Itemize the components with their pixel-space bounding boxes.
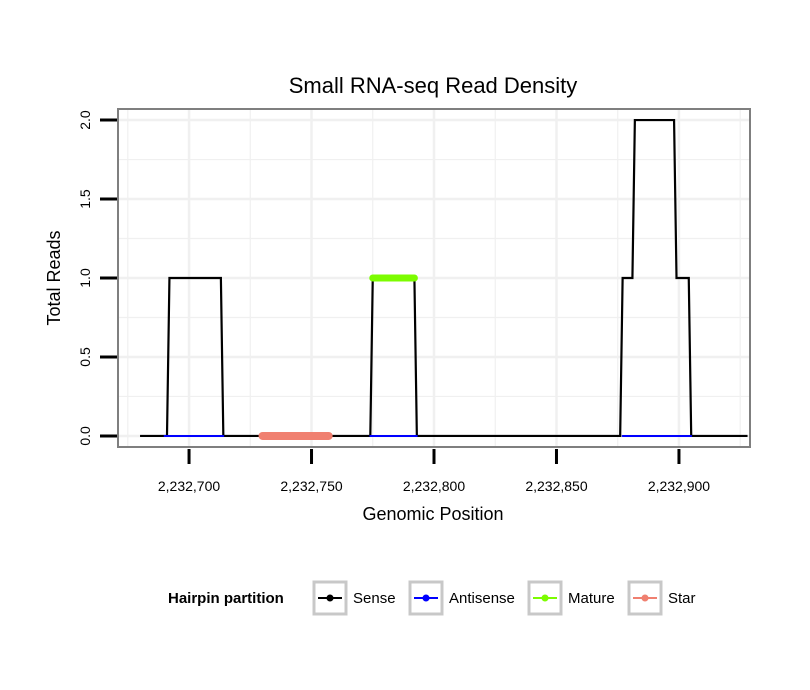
y-tick-label: 0.0 — [77, 426, 93, 446]
x-tick-label: 2,232,700 — [158, 478, 220, 494]
y-tick-label: 0.5 — [77, 347, 93, 367]
y-axis-title: Total Reads — [44, 230, 64, 325]
sense-line — [140, 118, 748, 438]
legend-label: Sense — [353, 590, 396, 607]
y-tick-label: 2.0 — [77, 110, 93, 130]
x-tick-label: 2,232,750 — [280, 478, 342, 494]
legend-label: Mature — [568, 590, 615, 607]
legend-label: Antisense — [449, 590, 515, 607]
plot-border — [117, 108, 751, 448]
chart-title: Small RNA-seq Read Density — [289, 73, 578, 98]
data-lines — [140, 118, 748, 440]
x-axis-title: Genomic Position — [362, 504, 503, 524]
legend-title: Hairpin partition — [168, 590, 284, 607]
legend-key-point — [541, 594, 549, 602]
x-tick-label: 2,232,900 — [648, 478, 710, 494]
legend-key-point — [422, 594, 430, 602]
legend: Hairpin partition Sense Antisense Mature St… — [168, 580, 696, 616]
x-tick-label: 2,232,800 — [403, 478, 465, 494]
axes: 2,232,700 2,232,750 2,232,800 2,232,850 2,23… — [77, 110, 710, 494]
legend-key-point — [326, 594, 334, 602]
x-tick-label: 2,232,850 — [525, 478, 587, 494]
y-tick-label: 1.0 — [77, 268, 93, 288]
legend-key-point — [641, 594, 649, 602]
y-tick-label: 1.5 — [77, 189, 93, 209]
legend-label: Star — [668, 590, 696, 607]
